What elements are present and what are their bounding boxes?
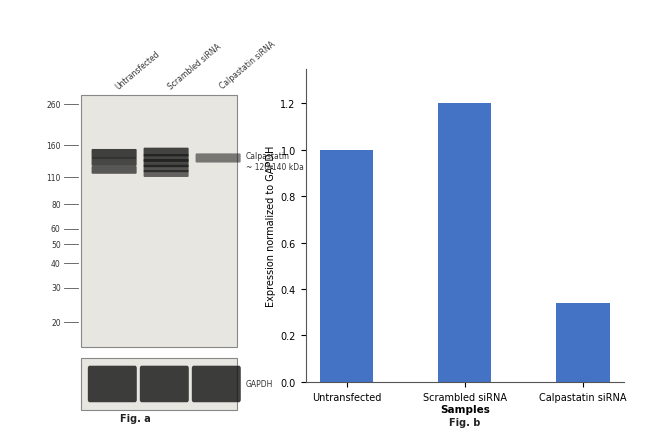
FancyBboxPatch shape: [140, 366, 188, 402]
Y-axis label: Expression normalized to GAPDH: Expression normalized to GAPDH: [266, 145, 276, 306]
FancyBboxPatch shape: [92, 167, 136, 174]
Bar: [320, 151, 373, 382]
Text: Fig. b: Fig. b: [449, 417, 480, 427]
Text: Fig. a: Fig. a: [120, 413, 151, 423]
Text: Scrambled siRNA: Scrambled siRNA: [166, 42, 222, 91]
FancyBboxPatch shape: [144, 160, 188, 168]
FancyBboxPatch shape: [144, 155, 188, 162]
Text: 80: 80: [51, 201, 60, 210]
FancyBboxPatch shape: [92, 158, 136, 167]
FancyBboxPatch shape: [144, 171, 188, 178]
Text: 50: 50: [51, 240, 60, 250]
Text: Untransfected: Untransfected: [114, 49, 162, 91]
Text: 60: 60: [51, 225, 60, 234]
Text: 160: 160: [46, 141, 60, 151]
X-axis label: Samples: Samples: [440, 404, 489, 414]
Bar: [81, 95, 237, 347]
Text: 40: 40: [51, 260, 60, 268]
Bar: [438, 104, 491, 382]
Text: Calpastatin siRNA: Calpastatin siRNA: [218, 40, 277, 91]
Text: Calpastatin
~ 120-140 kDa: Calpastatin ~ 120-140 kDa: [246, 152, 304, 171]
FancyBboxPatch shape: [192, 366, 240, 402]
Text: 20: 20: [51, 318, 60, 327]
Bar: [81, 358, 237, 410]
FancyBboxPatch shape: [92, 150, 136, 159]
FancyBboxPatch shape: [196, 154, 240, 163]
Text: GAPDH: GAPDH: [246, 380, 273, 388]
FancyBboxPatch shape: [88, 366, 136, 402]
Text: 110: 110: [46, 173, 60, 182]
Bar: [556, 303, 610, 382]
FancyBboxPatch shape: [144, 148, 188, 157]
Text: 260: 260: [46, 100, 60, 109]
FancyBboxPatch shape: [144, 165, 188, 173]
Text: 30: 30: [51, 284, 60, 293]
